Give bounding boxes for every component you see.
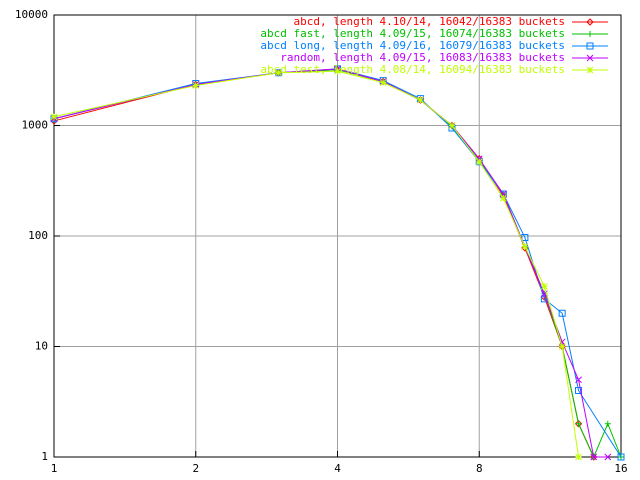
- point-marker: [590, 453, 598, 461]
- y-tick-label: 1: [41, 450, 48, 463]
- x-tick-label: 2: [192, 462, 199, 475]
- point-marker: [575, 420, 582, 427]
- legend-marker: [586, 54, 594, 62]
- series-line: [53, 70, 580, 458]
- point-marker: [417, 96, 424, 104]
- point-marker: [275, 69, 283, 77]
- point-marker: [558, 309, 566, 317]
- point-marker: [604, 453, 612, 461]
- point-marker: [575, 453, 582, 461]
- x-tick-label: 1: [51, 462, 58, 475]
- x-tick-label: 4: [334, 462, 341, 475]
- legend-label: abcd fast, length 4.09/15, 16074/16383 b…: [260, 27, 565, 40]
- point-marker: [192, 82, 200, 89]
- point-marker: [379, 79, 387, 86]
- point-marker: [521, 243, 529, 251]
- point-marker: [475, 158, 483, 166]
- legend-marker: [586, 18, 594, 26]
- point-marker: [604, 420, 611, 427]
- point-marker: [50, 117, 58, 125]
- point-marker: [499, 190, 507, 198]
- point-marker: [334, 67, 341, 75]
- x-tick-label: 16: [614, 462, 627, 475]
- point-marker: [416, 95, 424, 103]
- point-marker: [50, 113, 58, 121]
- point-marker: [192, 79, 200, 87]
- plot-frame: [53, 14, 622, 458]
- legend-label: random, length 4.09/15, 16083/16383 buck…: [280, 51, 565, 64]
- point-marker: [499, 194, 507, 202]
- legend-label: abcd long, length 4.09/16, 16079/16383 b…: [260, 39, 565, 52]
- legend-label: abcd, length 4.10/14, 16042/16383 bucket…: [293, 15, 565, 28]
- point-marker: [558, 343, 566, 350]
- y-tick-label: 10: [35, 340, 48, 353]
- legend-label: abcd test, length 4.08/14, 16094/16383 b…: [260, 63, 565, 76]
- legend-marker: [587, 31, 593, 37]
- point-marker: [541, 283, 548, 290]
- point-marker: [617, 453, 625, 461]
- series-line: [53, 69, 595, 458]
- legend-marker: [586, 66, 594, 74]
- series-line: [53, 68, 608, 458]
- y-tick-label: 1000: [22, 119, 49, 132]
- point-marker: [448, 122, 456, 129]
- y-tick-label: 100: [28, 229, 48, 242]
- legend-marker: [586, 42, 594, 50]
- x-tick-label: 8: [476, 462, 483, 475]
- point-marker: [575, 376, 582, 384]
- y-tick-label: 10000: [15, 8, 48, 21]
